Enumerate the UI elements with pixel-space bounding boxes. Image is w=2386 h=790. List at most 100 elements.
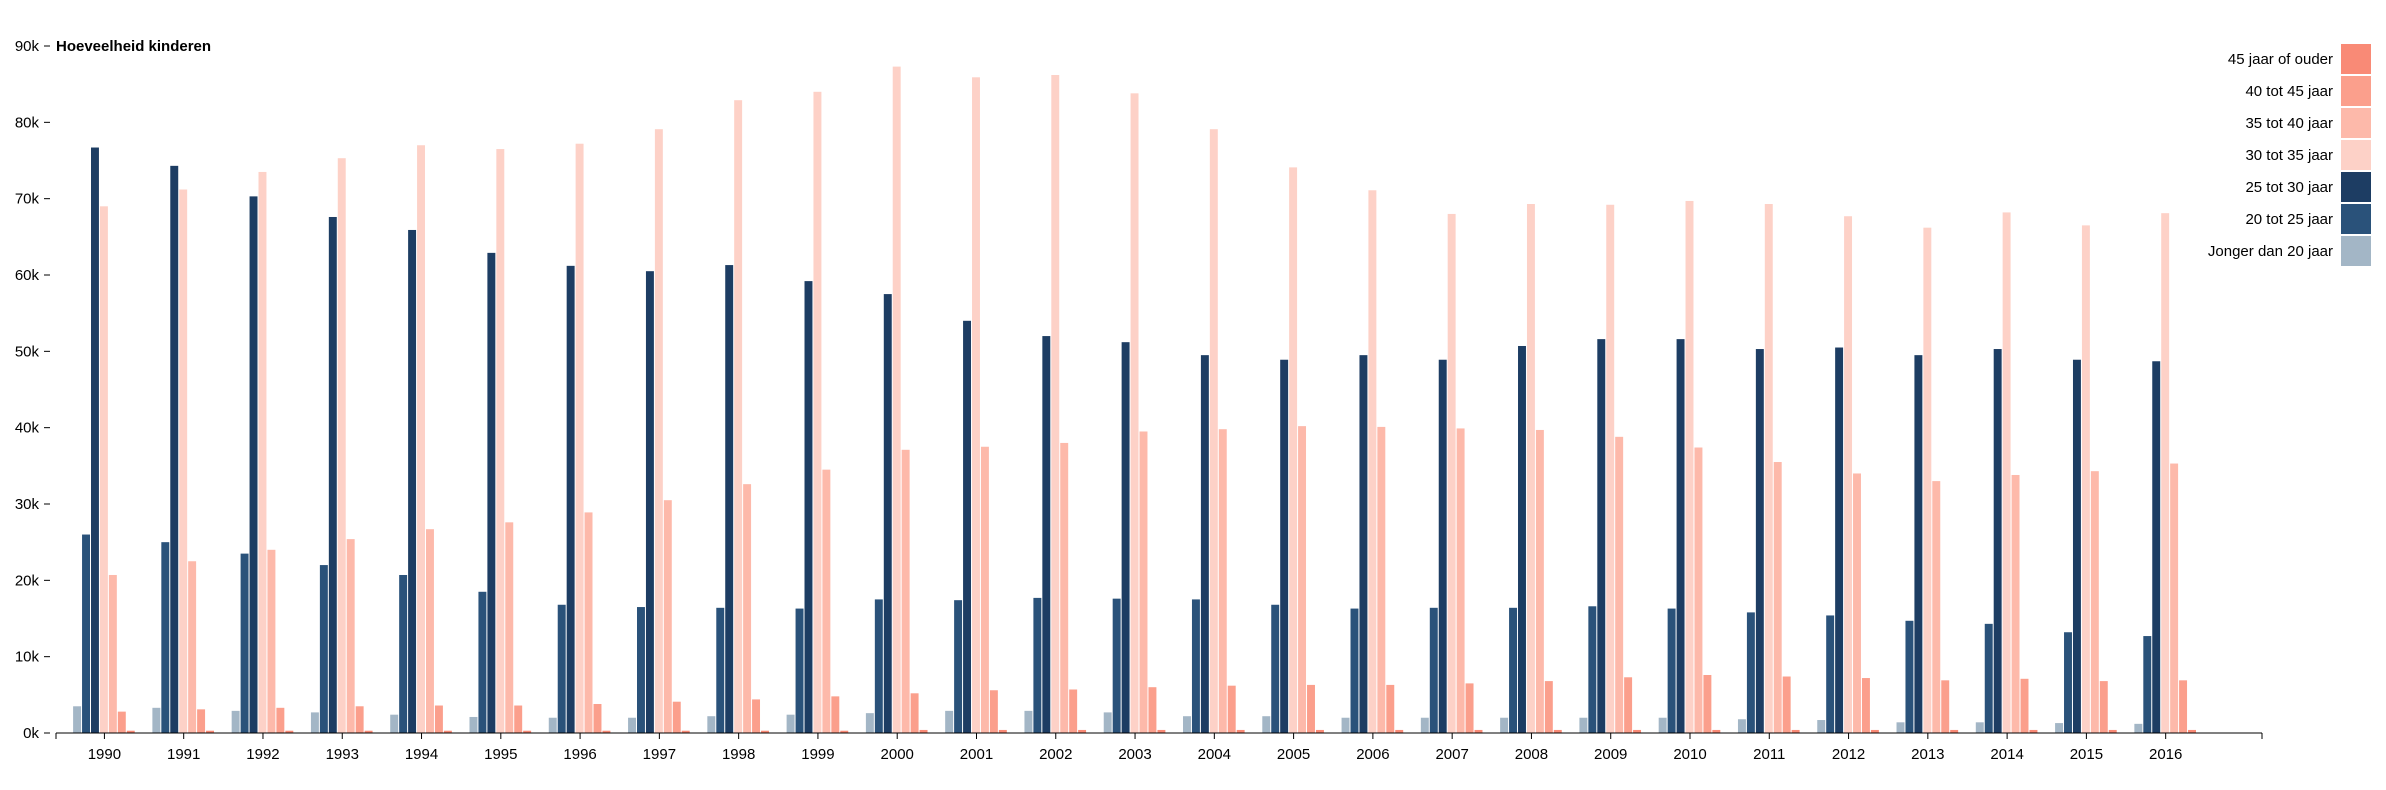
- bar-group-2005: [1262, 167, 1324, 733]
- bar: [813, 91, 822, 734]
- y-tick-label: 0k: [23, 725, 39, 742]
- bar: [2011, 474, 2020, 733]
- bar-group-2013: [1896, 227, 1959, 733]
- bar: [557, 604, 566, 733]
- y-tick-label: 40k: [15, 420, 40, 437]
- bar: [1950, 729, 1959, 733]
- legend-label: 45 jaar of ouder: [2228, 51, 2333, 68]
- bar: [1544, 681, 1553, 733]
- bar: [1315, 729, 1324, 733]
- bar-group-2012: [1817, 216, 1879, 733]
- bar: [1500, 717, 1509, 733]
- bar-group-2003: [1103, 93, 1166, 734]
- x-tick-label: 1999: [801, 746, 834, 763]
- bar: [575, 143, 584, 733]
- bar: [1368, 190, 1377, 733]
- bar: [152, 707, 161, 733]
- legend-label: 35 tot 40 jaar: [2245, 115, 2333, 132]
- bar: [82, 534, 90, 733]
- bar: [2188, 729, 2196, 733]
- bar: [249, 196, 258, 734]
- bar: [390, 714, 399, 733]
- bar: [99, 206, 108, 734]
- bar: [786, 714, 795, 733]
- legend-swatch: [2341, 204, 2371, 234]
- bar: [2099, 681, 2108, 733]
- bar-group-1996: [548, 143, 611, 733]
- bar: [1975, 722, 1984, 733]
- x-tick-label: 2013: [1911, 746, 1944, 763]
- bar: [1633, 729, 1642, 733]
- bar: [1526, 204, 1535, 733]
- bar: [584, 512, 593, 733]
- x-tick-label: 2014: [1990, 746, 2023, 763]
- bar: [240, 553, 249, 733]
- legend-item: 45 jaar of ouder: [2228, 44, 2371, 74]
- bar: [1914, 355, 1923, 733]
- bar: [1615, 436, 1624, 733]
- bar: [681, 730, 690, 733]
- x-tick-label: 2011: [1753, 746, 1785, 763]
- bar: [2152, 361, 2161, 733]
- bar: [355, 706, 364, 733]
- bar: [161, 542, 170, 733]
- x-axis: 1990 1991 1992 1993 1994 1995 1996 1997 1998 1999…: [55, 732, 2263, 763]
- x-tick-label: 2006: [1356, 746, 1389, 763]
- legend-swatch: [2341, 108, 2371, 138]
- x-tick-label: 2005: [1277, 746, 1310, 763]
- y-tick-label: 60k: [15, 267, 40, 284]
- bar: [1420, 717, 1429, 733]
- bar-group-1990: [73, 147, 135, 734]
- bar: [1923, 227, 1932, 733]
- bar: [761, 730, 769, 733]
- legend: 45 jaar of ouder 40 tot 45 jaar 35 tot 40 …: [2208, 44, 2371, 266]
- bar: [566, 265, 575, 733]
- x-tick-label: 2016: [2149, 746, 2182, 763]
- bar: [1148, 687, 1157, 733]
- bar: [487, 252, 496, 733]
- x-tick-label: 2000: [881, 746, 914, 763]
- y-axis-title: Hoeveelheid kinderen: [56, 38, 211, 55]
- bar: [654, 129, 663, 733]
- bar: [1289, 167, 1298, 733]
- x-tick-label: 2009: [1594, 746, 1627, 763]
- x-tick-label: 2015: [2070, 746, 2103, 763]
- bar: [1341, 717, 1350, 733]
- bar: [1579, 717, 1588, 733]
- bar-group-1999: [786, 91, 849, 734]
- bar: [1183, 716, 1191, 733]
- legend-label: 40 tot 45 jaar: [2245, 83, 2333, 100]
- legend-item: 25 tot 30 jaar: [2245, 172, 2371, 202]
- bar: [206, 730, 215, 733]
- bar-group-2010: [1658, 200, 1721, 733]
- legend-label: 25 tot 30 jaar: [2245, 179, 2333, 196]
- bar: [1764, 204, 1773, 733]
- bar: [505, 522, 514, 733]
- bar: [725, 265, 734, 733]
- bar: [1033, 597, 1042, 733]
- bar-group-2002: [1024, 75, 1087, 734]
- bar: [514, 705, 523, 733]
- bar: [1658, 717, 1667, 733]
- bar: [1298, 426, 1307, 733]
- bar: [328, 216, 337, 733]
- bar: [1060, 442, 1069, 733]
- bar: [188, 561, 197, 733]
- bar: [883, 294, 892, 733]
- bar: [998, 729, 1007, 733]
- bar: [1078, 729, 1087, 733]
- bar: [1157, 729, 1166, 733]
- bar: [346, 539, 355, 733]
- bar: [548, 717, 557, 733]
- bars: [73, 66, 2196, 734]
- y-tick-label: 80k: [15, 114, 40, 131]
- bar: [408, 229, 417, 734]
- bar: [2029, 729, 2038, 733]
- bar: [972, 77, 980, 733]
- bar: [840, 730, 849, 733]
- bar: [1042, 336, 1051, 733]
- x-tick-label: 1996: [563, 746, 596, 763]
- bar: [276, 707, 285, 733]
- bar: [2020, 678, 2029, 733]
- bar: [1218, 429, 1227, 733]
